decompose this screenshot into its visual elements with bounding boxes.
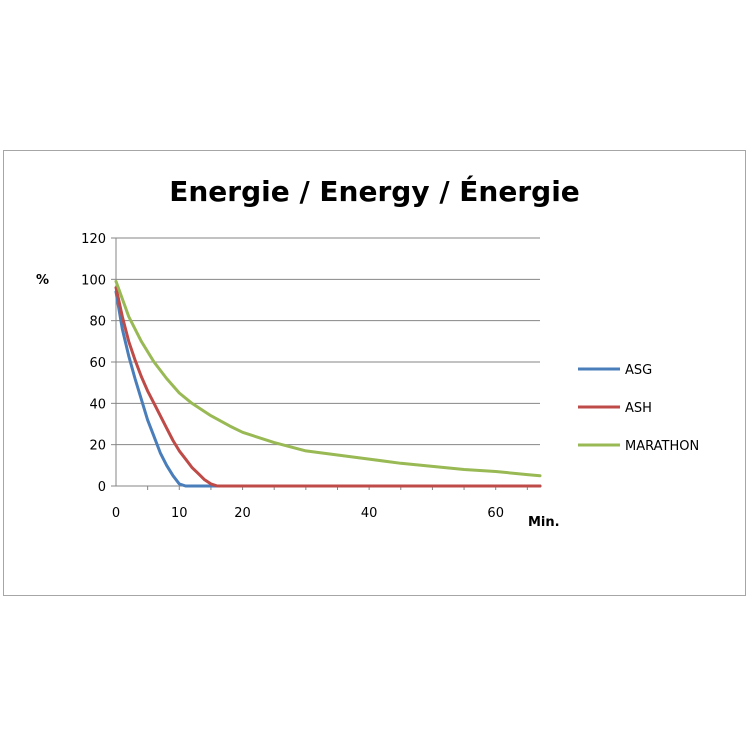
x-axis-ticks: 0 10 20 40 60 — [112, 486, 528, 521]
y-tick-label: 0 — [98, 480, 106, 495]
x-tick-label: 0 — [112, 506, 120, 521]
gridlines — [116, 237, 540, 446]
x-tick-label: 60 — [487, 506, 504, 521]
series-line-marathon — [114, 279, 542, 478]
y-tick-label: 80 — [89, 315, 106, 330]
y-axis-label: % — [36, 273, 49, 288]
x-axis-label: Min. — [528, 515, 560, 530]
series-lines — [114, 279, 542, 488]
legend: ASG ASH MARATHON — [578, 363, 699, 454]
x-tick-label: 40 — [361, 506, 378, 521]
legend-label-marathon: MARATHON — [625, 439, 699, 454]
y-tick-label: 60 — [89, 356, 106, 371]
series-line-asg — [114, 290, 542, 488]
x-tick-label: 10 — [171, 506, 188, 521]
x-tick-label: 20 — [234, 506, 251, 521]
y-tick-label: 20 — [89, 439, 106, 454]
legend-label-asg: ASG — [625, 363, 652, 378]
legend-label-ash: ASH — [625, 401, 652, 416]
y-tick-label: 120 — [81, 232, 106, 247]
chart-plot: 0 20 40 60 80 100 120 0 10 20 40 60 ASG ASH MARATHON… — [36, 232, 699, 530]
y-tick-label: 100 — [81, 273, 106, 288]
chart-frame: Energie / Energy / Énergie 0 20 40 60 80 100 1… — [3, 150, 746, 596]
chart-title: Energie / Energy / Énergie — [169, 175, 580, 208]
y-axis-ticks: 0 20 40 60 80 100 120 — [81, 232, 116, 495]
y-tick-label: 40 — [89, 397, 106, 412]
series-line-ash — [114, 286, 542, 488]
